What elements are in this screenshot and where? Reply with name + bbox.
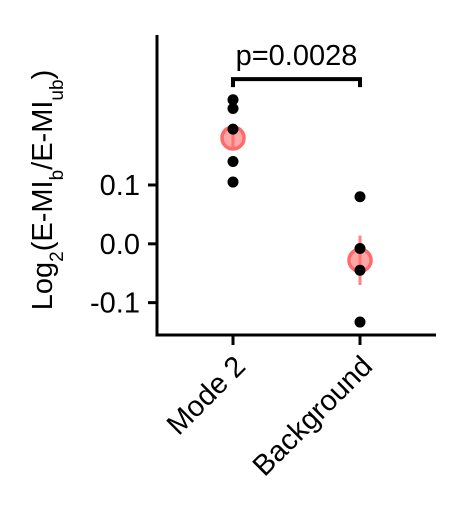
data-point: [354, 316, 366, 328]
data-point: [227, 94, 239, 106]
mean-markers: [220, 125, 373, 285]
data-point: [227, 155, 239, 167]
significance-bracket-line: [231, 77, 362, 88]
data-point: [354, 191, 366, 203]
y-axis-label: Log2(E-MIb/E-MIub): [27, 70, 68, 311]
data-point: [227, 103, 239, 115]
p-value-label: p=0.0028: [236, 40, 358, 72]
data-points: [227, 94, 366, 328]
y-ticks: -0.1 0.0 0.1: [90, 170, 157, 320]
data-point: [354, 264, 366, 276]
significance-bracket: p=0.0028: [231, 40, 362, 88]
data-point: [354, 243, 366, 255]
y-tick-label: 0.1: [100, 170, 140, 202]
x-tick-label: Mode 2: [161, 350, 252, 441]
y-tick-label: 0.0: [100, 229, 140, 261]
data-point: [227, 123, 239, 135]
x-tick-label: Background: [247, 350, 379, 482]
y-tick-label: -0.1: [90, 288, 140, 320]
data-point: [227, 176, 239, 188]
